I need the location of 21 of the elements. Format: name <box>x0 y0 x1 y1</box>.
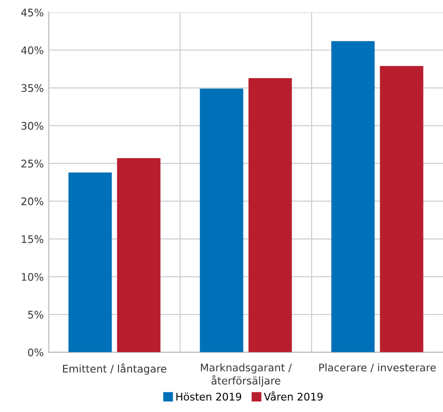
x-tick-label: Placerare / investerare <box>319 363 436 372</box>
y-tick-label: 0% <box>28 348 44 356</box>
x-tick-label: Emittent / låntagare <box>63 363 166 375</box>
bar <box>380 66 424 352</box>
y-tick-label: 20% <box>21 197 44 206</box>
y-tick-label: 35% <box>22 84 44 92</box>
bar <box>248 78 292 352</box>
bar <box>117 158 160 352</box>
y-tick-label: 15% <box>22 235 44 244</box>
y-tick-label: 40% <box>21 46 44 54</box>
y-tick-label: 45% <box>21 8 44 16</box>
y-tick-label: 10% <box>22 272 44 281</box>
bar <box>331 41 375 352</box>
bar <box>200 88 244 352</box>
x-tick-label: Marknadsgarant / återförsäljare <box>200 363 292 387</box>
legend-label: Våren 2019 <box>264 391 323 401</box>
legend-label: Hösten 2019 <box>176 392 242 401</box>
bar <box>68 172 112 352</box>
y-tick-label: 25% <box>21 160 44 168</box>
y-tick-label: 5% <box>28 310 44 319</box>
y-tick-label: 30% <box>22 122 44 130</box>
